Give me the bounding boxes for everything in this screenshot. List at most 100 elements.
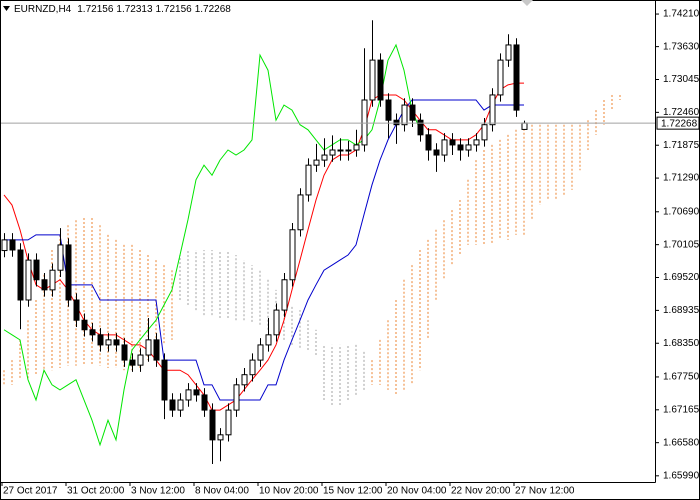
candle-body bbox=[305, 164, 312, 196]
candle-body bbox=[289, 229, 296, 281]
candle-body bbox=[1, 239, 8, 252]
candle-body bbox=[321, 154, 328, 161]
candle-body bbox=[281, 279, 288, 311]
candle-body bbox=[457, 144, 464, 151]
candle-body bbox=[385, 99, 392, 121]
y-tick-label: 1.70105 bbox=[663, 239, 700, 250]
candle-body bbox=[97, 334, 104, 346]
y-tick-label: 1.68350 bbox=[663, 338, 700, 349]
y-tick-label: 1.67750 bbox=[663, 372, 700, 383]
candle-body bbox=[353, 144, 360, 151]
candle-body bbox=[185, 389, 192, 401]
y-tick-label: 1.73045 bbox=[663, 74, 700, 85]
candle-body bbox=[465, 144, 472, 151]
indicator-line bbox=[3, 82, 524, 411]
candle-body bbox=[41, 279, 48, 291]
candle-body bbox=[489, 94, 496, 126]
candle-body bbox=[9, 239, 16, 251]
candle-body bbox=[65, 244, 72, 301]
candle-body bbox=[129, 359, 136, 366]
candle-body bbox=[513, 44, 520, 111]
y-tick-label: 1.71290 bbox=[663, 173, 700, 184]
candle-body bbox=[369, 59, 376, 101]
axis-layer: 1.74210 1.73630 1.73045 1.72460 1.71875 1.712… bbox=[0, 9, 700, 497]
candle-body bbox=[449, 139, 456, 146]
candle-body bbox=[241, 374, 248, 386]
candle-body bbox=[521, 122, 528, 130]
candle-body bbox=[33, 259, 40, 281]
candle-body bbox=[225, 409, 232, 436]
candle-body bbox=[177, 399, 184, 411]
candle-body bbox=[273, 309, 280, 336]
chart-header: EURNZD,H4 1.72156 1.72313 1.72156 1.72268 bbox=[14, 4, 231, 15]
header-part: EURNZD,H4 bbox=[14, 4, 72, 15]
candle-body bbox=[217, 434, 224, 441]
candle-body bbox=[409, 104, 416, 121]
candle-body bbox=[113, 339, 120, 346]
candle-body bbox=[49, 269, 56, 291]
candle-body bbox=[441, 139, 448, 156]
candle-body bbox=[73, 299, 80, 321]
cloud-layer bbox=[3, 94, 621, 406]
candle-body bbox=[361, 99, 368, 146]
x-tick-label: 27 Oct 2017 bbox=[3, 486, 58, 497]
candle-body bbox=[393, 119, 400, 126]
indicator-line bbox=[4, 99, 524, 401]
x-tick-label: 15 Nov 12:00 bbox=[323, 486, 383, 497]
shift-marker[interactable] bbox=[521, 0, 533, 6]
y-tick-label: 1.70690 bbox=[663, 206, 700, 217]
y-tick-label: 1.71875 bbox=[663, 140, 700, 151]
candle-body bbox=[433, 149, 440, 156]
candle-body bbox=[145, 339, 152, 356]
candle-body bbox=[249, 359, 256, 376]
y-tick-label: 1.65990 bbox=[663, 470, 700, 481]
y-tick-label: 1.74210 bbox=[663, 9, 700, 20]
candle-body bbox=[257, 344, 264, 361]
current-price-label: 1.72268 bbox=[661, 118, 698, 129]
candle-body bbox=[481, 124, 488, 141]
candle-body bbox=[89, 329, 96, 336]
x-tick-label: 22 Nov 20:00 bbox=[451, 486, 511, 497]
candle-body bbox=[169, 399, 176, 411]
header-part: 1.72156 bbox=[156, 4, 193, 15]
y-tick-label: 1.67165 bbox=[663, 404, 700, 415]
candles-layer bbox=[1, 20, 528, 465]
x-tick-label: 31 Oct 20:00 bbox=[67, 486, 125, 497]
candle-body bbox=[473, 139, 480, 146]
candle-body bbox=[201, 394, 208, 411]
candle-body bbox=[425, 134, 432, 151]
candle-body bbox=[17, 249, 24, 301]
candle-body bbox=[265, 334, 272, 346]
header-part: 1.72313 bbox=[116, 4, 153, 15]
y-tick-label: 1.66580 bbox=[663, 437, 700, 448]
candle-body bbox=[417, 119, 424, 136]
candle-body bbox=[401, 104, 408, 126]
candle-body bbox=[161, 359, 168, 401]
candle-body bbox=[337, 149, 344, 152]
y-tick-label: 1.69520 bbox=[663, 272, 700, 283]
header-part: 1.72268 bbox=[195, 4, 232, 15]
lines-layer bbox=[3, 43, 524, 447]
x-tick-label: 8 Nov 04:00 bbox=[195, 486, 249, 497]
candle-body bbox=[233, 384, 240, 411]
indicator-line bbox=[3, 43, 421, 447]
candle-body bbox=[121, 344, 128, 361]
candle-body bbox=[81, 319, 88, 331]
y-tick-label: 1.68935 bbox=[663, 305, 700, 316]
candle-body bbox=[57, 244, 64, 271]
x-tick-label: 10 Nov 20:00 bbox=[259, 486, 319, 497]
candle-body bbox=[25, 259, 32, 301]
x-tick-label: 27 Nov 12:00 bbox=[515, 486, 575, 497]
y-tick-label: 1.72460 bbox=[663, 107, 700, 118]
candle-body bbox=[505, 44, 512, 61]
candle-body bbox=[105, 339, 112, 346]
candle-body bbox=[137, 354, 144, 366]
candle-body bbox=[297, 194, 304, 231]
menu-icon[interactable] bbox=[3, 6, 10, 11]
candle-body bbox=[329, 149, 336, 156]
candle-body bbox=[209, 409, 216, 441]
candle-body bbox=[345, 149, 352, 152]
candle-body bbox=[313, 159, 320, 166]
